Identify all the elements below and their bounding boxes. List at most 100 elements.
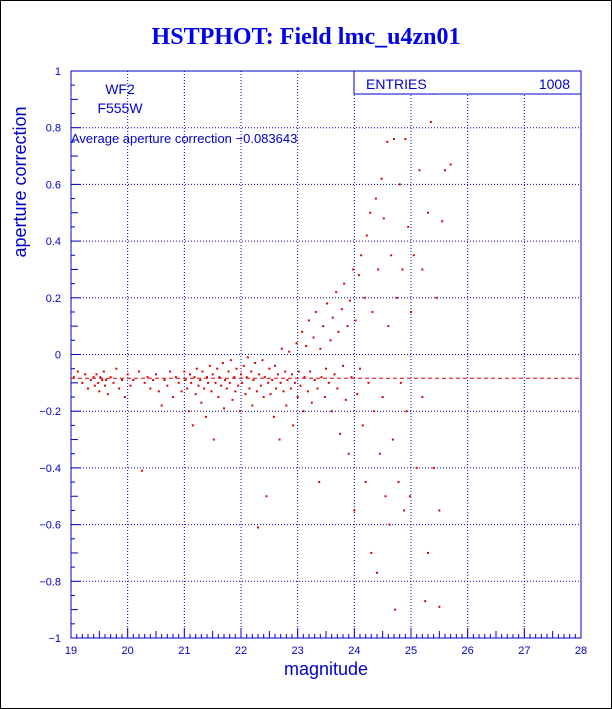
data-points: [72, 92, 452, 611]
data-point: [296, 396, 299, 399]
data-point: [92, 376, 95, 379]
data-point: [353, 509, 356, 512]
data-point: [76, 370, 79, 373]
y-tick-label: −1: [48, 633, 61, 645]
data-point: [293, 381, 296, 384]
grid-lines: [70, 70, 582, 639]
data-point: [344, 398, 347, 401]
x-tick-label: 24: [348, 645, 360, 657]
data-point: [251, 404, 254, 407]
y-axis-label: aperture correction: [10, 106, 30, 257]
data-point: [163, 379, 166, 382]
data-point: [241, 381, 244, 384]
data-point: [373, 410, 376, 413]
data-point: [93, 384, 96, 387]
data-point: [259, 384, 262, 387]
data-point: [444, 169, 446, 172]
data-point: [418, 169, 421, 172]
data-point: [115, 367, 118, 370]
data-point: [229, 359, 232, 362]
data-point: [104, 384, 106, 387]
data-point: [169, 370, 172, 373]
data-point: [214, 381, 217, 384]
data-point: [190, 381, 193, 384]
data-point: [174, 376, 177, 379]
data-point: [427, 211, 429, 214]
data-point: [246, 356, 249, 359]
data-point: [327, 381, 330, 384]
tick-labels: 19 20 21 22 23 24 25 26 27 28 1 0.8 0.6 0.4 0.2 0 −0.2 −0…: [39, 66, 587, 657]
data-point: [333, 373, 336, 376]
data-point: [435, 296, 438, 299]
data-point: [449, 163, 452, 166]
data-point: [438, 509, 441, 512]
data-point: [326, 302, 329, 305]
data-point: [143, 381, 146, 384]
data-point: [263, 376, 266, 379]
data-point: [405, 410, 408, 413]
data-point: [227, 370, 230, 373]
data-point: [149, 387, 152, 390]
data-point: [359, 367, 361, 370]
data-point: [369, 211, 372, 214]
data-point: [284, 370, 287, 373]
data-point: [207, 381, 210, 384]
x-tick-label: 20: [122, 645, 134, 657]
data-point: [252, 379, 255, 382]
data-point: [429, 121, 432, 124]
data-point: [403, 509, 406, 512]
data-point: [223, 407, 225, 410]
data-point: [221, 362, 224, 365]
data-point: [410, 310, 412, 313]
data-point: [220, 384, 223, 387]
data-point: [441, 220, 444, 223]
data-point: [166, 384, 169, 387]
data-point: [323, 396, 326, 399]
data-point: [81, 381, 84, 384]
data-point: [146, 376, 149, 379]
data-point: [335, 291, 338, 294]
data-point: [180, 390, 183, 393]
data-point: [276, 373, 279, 376]
data-point: [286, 379, 289, 382]
data-point: [285, 404, 288, 407]
y-tick-label: 0: [55, 350, 61, 362]
data-point: [331, 316, 334, 319]
data-point: [218, 376, 221, 379]
data-point: [121, 379, 123, 382]
average-annotation: Average aperture correction −0.083643: [71, 131, 297, 146]
data-point: [132, 379, 135, 382]
data-point: [280, 347, 283, 350]
data-point: [233, 376, 236, 379]
data-point: [314, 310, 317, 313]
data-point: [412, 254, 415, 257]
data-point: [378, 452, 381, 455]
data-point: [257, 526, 259, 529]
data-point: [186, 387, 189, 390]
data-point: [386, 140, 389, 143]
data-point: [291, 373, 293, 376]
data-point: [84, 373, 87, 376]
data-point: [194, 393, 197, 396]
data-point: [347, 452, 350, 455]
axis-ticks: [70, 70, 582, 639]
data-point: [340, 308, 343, 311]
data-point: [356, 393, 359, 396]
data-point: [138, 370, 140, 373]
data-point: [346, 325, 349, 328]
data-point: [381, 396, 384, 399]
data-point: [424, 600, 427, 603]
y-tick-label: −0.6: [39, 520, 61, 532]
data-point: [399, 381, 402, 384]
data-point: [352, 268, 355, 271]
x-tick-label: 27: [518, 645, 530, 657]
data-point: [244, 393, 247, 396]
data-point: [275, 387, 278, 390]
data-point: [89, 379, 92, 382]
data-point: [297, 370, 300, 373]
data-point: [240, 373, 242, 376]
data-point: [380, 177, 383, 180]
data-point: [238, 410, 241, 413]
x-tick-label: 28: [575, 645, 587, 657]
data-point: [248, 387, 251, 390]
